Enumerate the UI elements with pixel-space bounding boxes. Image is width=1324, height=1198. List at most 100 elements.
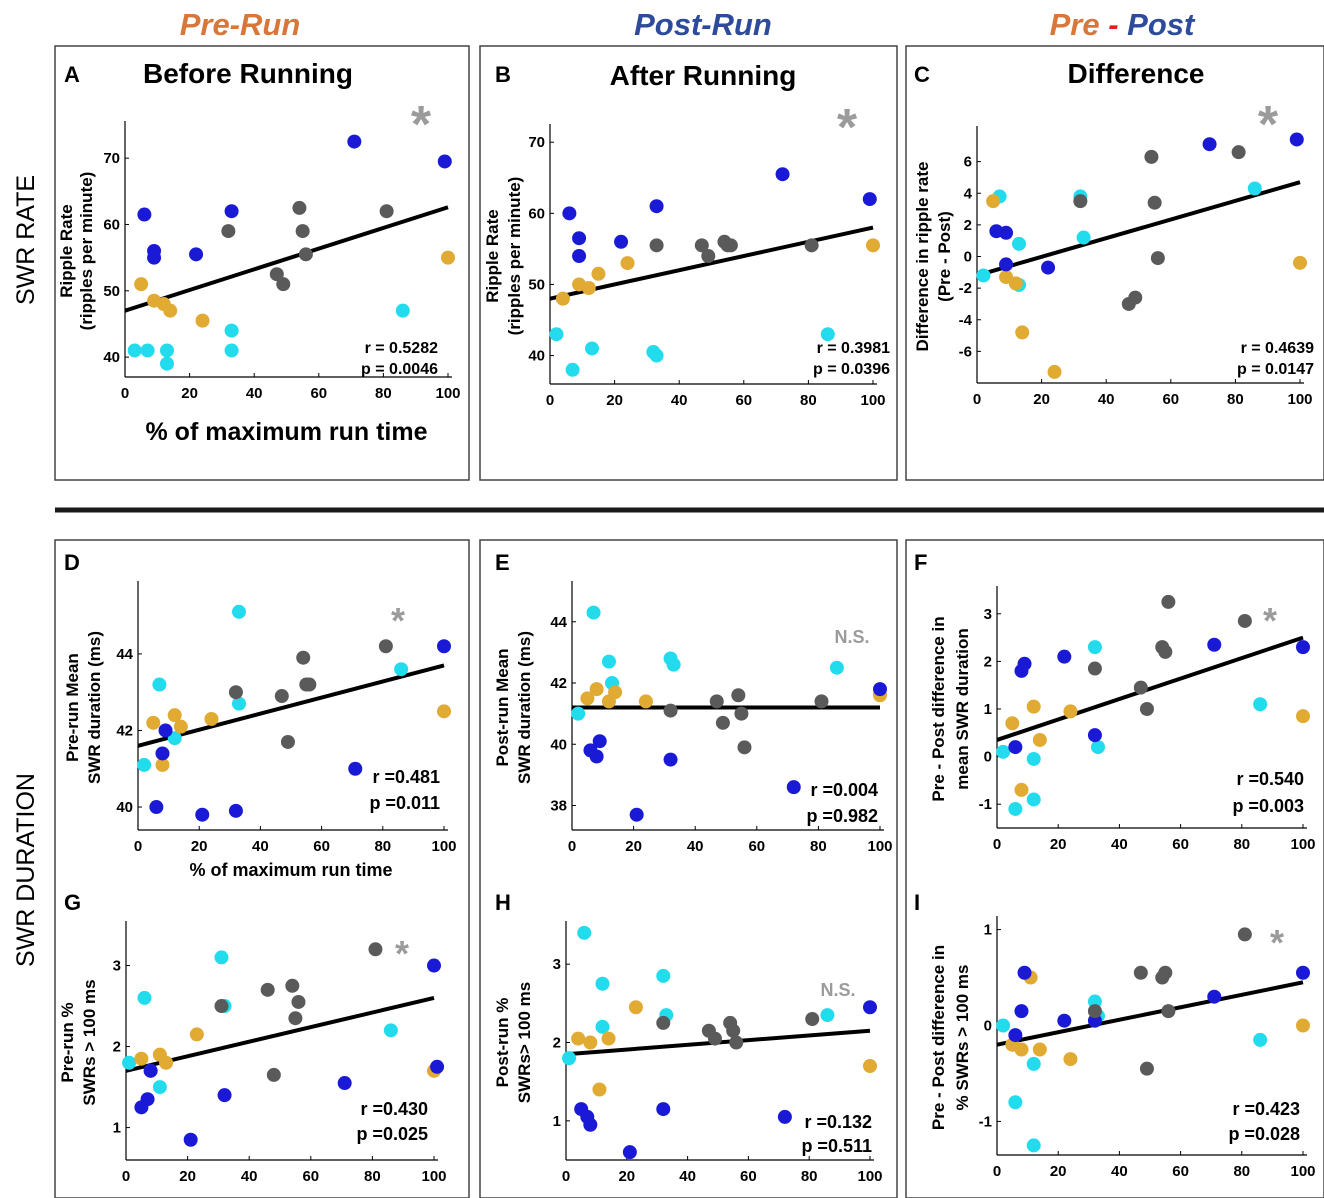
data-point-h [571, 1031, 586, 1046]
x-tick-label-b: 20 [606, 392, 623, 409]
data-point-f [1057, 649, 1072, 664]
x-tick-label-b: 40 [671, 392, 688, 409]
data-point-b [649, 348, 664, 363]
data-point-b [775, 167, 790, 182]
x-tick-label-c: 60 [1162, 391, 1179, 408]
data-point-b [591, 266, 606, 281]
data-point-g [189, 1027, 204, 1042]
panel-frame-fi [905, 539, 1324, 1198]
data-point-d [228, 803, 243, 818]
x-tick-label-i: 80 [1233, 1163, 1250, 1180]
data-point-d [394, 662, 409, 677]
data-point-a [159, 356, 174, 371]
regression-line-g [125, 995, 435, 1073]
data-point-f [1237, 613, 1252, 628]
p-value-b: p = 0.0396 [813, 361, 890, 378]
panel-letter-i: I [914, 890, 920, 915]
data-point-c [1041, 260, 1056, 275]
r-value-h: r =0.132 [804, 1112, 872, 1132]
r-value-d: r =0.481 [372, 767, 440, 787]
data-point-i [1032, 1042, 1047, 1057]
data-point-i [1087, 1004, 1102, 1019]
data-point-e [586, 605, 601, 620]
data-point-f [1161, 594, 1176, 609]
data-point-a [147, 250, 162, 265]
data-point-c [1015, 325, 1030, 340]
data-point-h [729, 1035, 744, 1050]
y-tick-label-i: -1 [979, 1113, 992, 1130]
y-axis-label-b: Ripple Rate [483, 209, 502, 303]
data-point-a [140, 343, 155, 358]
y-tick-label-g: 1 [113, 1120, 121, 1137]
panel-f: F 0 20 40 60 80 100 -1 0 1 2 3 Pre - Post difference… [914, 550, 1316, 853]
y-tick-label-d: 40 [116, 799, 133, 816]
data-point-b [584, 341, 599, 356]
y-tick-label-c: -2 [959, 280, 972, 297]
panel-letter-c: C [914, 62, 930, 87]
data-point-f [1017, 656, 1032, 671]
col-header-pre-run: Pre-Run [180, 7, 301, 42]
y-tick-label-c: -6 [959, 343, 972, 360]
y-tick-label-a: 50 [103, 283, 120, 300]
data-point-f [1026, 699, 1041, 714]
data-point-b [804, 238, 819, 253]
data-point-g [143, 1063, 158, 1078]
p-value-c: p = 0.0147 [1237, 361, 1314, 378]
data-point-b [649, 199, 664, 214]
data-point-b [572, 249, 587, 263]
data-point-d [173, 719, 188, 734]
x-tick-label-e: 40 [687, 838, 704, 855]
y-tick-label-a: 40 [103, 349, 120, 366]
x-tick-label-e: 20 [625, 838, 642, 855]
x-tick-label-h: 0 [562, 1168, 570, 1185]
significance-marker-d: * [391, 600, 405, 641]
data-point-f [1087, 728, 1102, 743]
data-point-h [595, 976, 610, 991]
x-tick-label-g: 80 [364, 1168, 381, 1185]
data-point-b [820, 327, 835, 342]
data-point-i [1087, 994, 1102, 1009]
data-point-f [1133, 680, 1148, 695]
data-point-d [137, 757, 152, 772]
p-value-h: p =0.511 [801, 1136, 872, 1156]
y-axis-label-h: Post-run % [493, 998, 512, 1088]
data-point-a [292, 200, 307, 215]
y-tick-label-d: 44 [116, 646, 133, 663]
significance-marker-i: * [1270, 922, 1284, 963]
data-point-d [231, 696, 246, 711]
data-point-a [298, 247, 313, 262]
col-header-difference: Pre - Post [1050, 7, 1196, 42]
data-point-g [291, 994, 306, 1009]
panel-g: G 0 20 40 60 80 100 1 2 3 Pre-run % SWRs > 100 ms r … [58, 890, 447, 1185]
data-point-f [1026, 792, 1041, 807]
data-point-g [427, 958, 441, 973]
y-axis-label-e: Post-run Mean [493, 648, 512, 766]
data-point-g [368, 942, 383, 957]
y-axis-label-g: Pre-run % [58, 1002, 77, 1082]
data-point-d [228, 685, 243, 700]
x-tick-label-d: 0 [134, 838, 142, 855]
row-label-swr-rate: SWR RATE [12, 175, 40, 305]
x-tick-label-a: 60 [310, 385, 327, 402]
data-point-g [288, 1011, 303, 1026]
x-tick-label-e: 0 [568, 838, 576, 855]
data-point-d [158, 723, 173, 738]
data-point-i [1008, 1095, 1023, 1110]
r-value-c: r = 0.4639 [1241, 340, 1315, 357]
data-point-e [663, 752, 678, 767]
data-point-g [122, 1055, 137, 1070]
data-point-f [1087, 640, 1102, 655]
panel-title-c: Difference [1068, 58, 1205, 89]
data-point-b [572, 231, 587, 246]
data-point-d [296, 650, 311, 665]
data-point-d [231, 604, 246, 619]
data-point-c [1147, 195, 1162, 210]
panel-frame-eh [479, 539, 898, 1198]
y-axis-label-c: Difference in ripple rate [913, 162, 932, 352]
data-point-a [441, 250, 455, 265]
data-point-f [1296, 709, 1310, 724]
x-tick-label-a: 40 [246, 385, 263, 402]
data-point-d [146, 715, 161, 730]
significance-marker-g: * [395, 933, 409, 974]
x-tick-label-i: 40 [1111, 1163, 1128, 1180]
